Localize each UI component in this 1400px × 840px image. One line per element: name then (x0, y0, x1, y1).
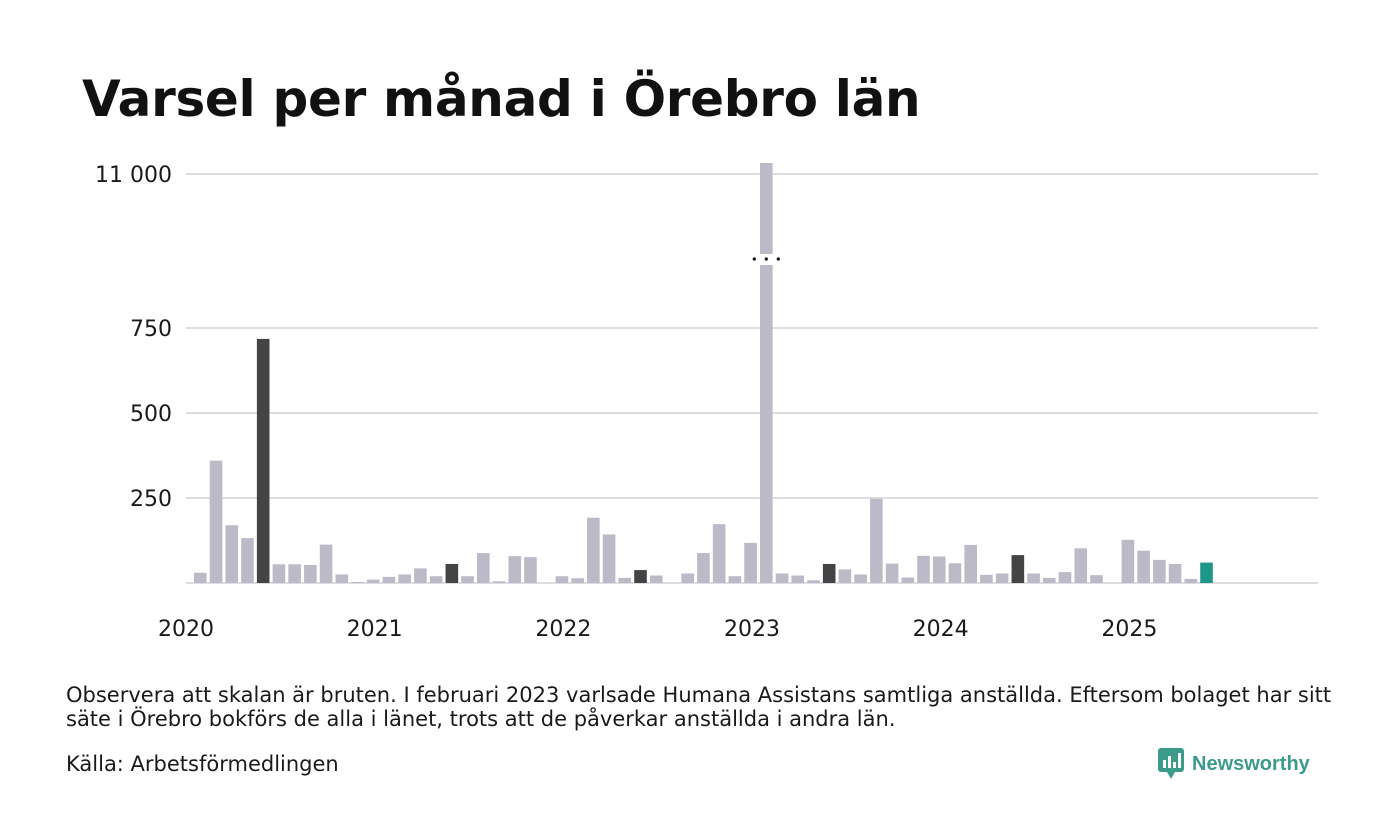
bar (366, 579, 380, 583)
bar (1090, 575, 1103, 583)
bars (194, 163, 1213, 583)
y-tick-label: 500 (130, 402, 172, 427)
bar (445, 563, 459, 583)
bar (382, 576, 396, 583)
bar (932, 556, 946, 583)
bar (524, 557, 537, 583)
bar (571, 578, 584, 583)
axis-break-dot (764, 257, 768, 261)
bar (209, 460, 223, 583)
bar (429, 576, 443, 583)
bar (477, 553, 490, 583)
bar (398, 574, 411, 583)
axis-break (752, 257, 780, 261)
bar (194, 572, 207, 583)
y-tick-label: 750 (130, 317, 172, 342)
x-tick-label: 2025 (1101, 617, 1157, 642)
chart-note: Observera att skalan är bruten. I februa… (66, 683, 1332, 731)
gridlines (186, 173, 1318, 584)
bar (980, 574, 993, 583)
bar (414, 568, 427, 583)
bar (1011, 555, 1025, 583)
x-tick-label: 2020 (158, 617, 214, 642)
bar (319, 544, 333, 583)
newsworthy-chart-icon (1158, 748, 1184, 779)
bar (1043, 577, 1056, 583)
bar (681, 573, 694, 583)
bar (587, 517, 600, 583)
bar (256, 338, 270, 583)
bar (917, 555, 930, 583)
bar (288, 564, 301, 583)
x-tick-label: 2024 (913, 617, 969, 642)
bar (272, 564, 286, 583)
bar (728, 576, 742, 583)
bar (760, 265, 773, 583)
bar (492, 581, 506, 583)
bar (1153, 559, 1166, 583)
bar (335, 574, 349, 583)
bar (948, 563, 962, 583)
bar (995, 573, 1009, 583)
axis-break-dot (752, 257, 756, 261)
bar (1168, 563, 1182, 583)
bar (1121, 539, 1135, 583)
brand-name: Newsworthy (1192, 752, 1310, 775)
x-tick-label: 2022 (535, 617, 591, 642)
bar (649, 575, 663, 583)
x-axis: 2020 2021 2022 2023 2024 2025 (158, 617, 1157, 642)
bar-upper-segment (760, 163, 773, 254)
bar (1200, 562, 1213, 583)
bar (304, 564, 317, 583)
axis-break-dot (776, 257, 780, 261)
chart-title: Varsel per månad i Örebro län (82, 70, 921, 128)
bar (901, 577, 915, 583)
bar (1027, 573, 1040, 583)
bar (1184, 578, 1198, 583)
bar (602, 534, 616, 583)
bar (791, 575, 805, 583)
bar (1137, 550, 1150, 583)
bar (634, 570, 647, 583)
y-tick-label: 11 000 (95, 163, 172, 188)
newsworthy-logo: Newsworthy (1158, 748, 1310, 780)
bar (697, 553, 710, 583)
bar (508, 556, 522, 583)
bar (225, 525, 239, 583)
bar (822, 563, 836, 583)
source-label: Källa: Arbetsförmedlingen (66, 752, 339, 776)
bar (1074, 548, 1088, 583)
bar (241, 538, 254, 583)
bar (838, 569, 852, 583)
x-tick-label: 2021 (347, 617, 403, 642)
bar (744, 542, 757, 583)
bar (870, 498, 883, 583)
bar (964, 544, 977, 583)
y-axis: 250 500 750 11 000 (95, 163, 172, 512)
bar (885, 563, 899, 583)
bar (775, 573, 789, 583)
bar (461, 576, 474, 583)
bar (555, 576, 569, 583)
x-tick-label: 2023 (724, 617, 780, 642)
bar-chart: 250 500 750 11 000 2020 2021 2022 2023 2024 2025 (95, 163, 1318, 642)
bar (351, 581, 364, 583)
y-tick-label: 250 (130, 487, 172, 512)
bar (712, 524, 726, 583)
bar (1058, 572, 1072, 583)
bar (854, 574, 867, 583)
bar (807, 580, 820, 583)
bar (618, 577, 632, 583)
